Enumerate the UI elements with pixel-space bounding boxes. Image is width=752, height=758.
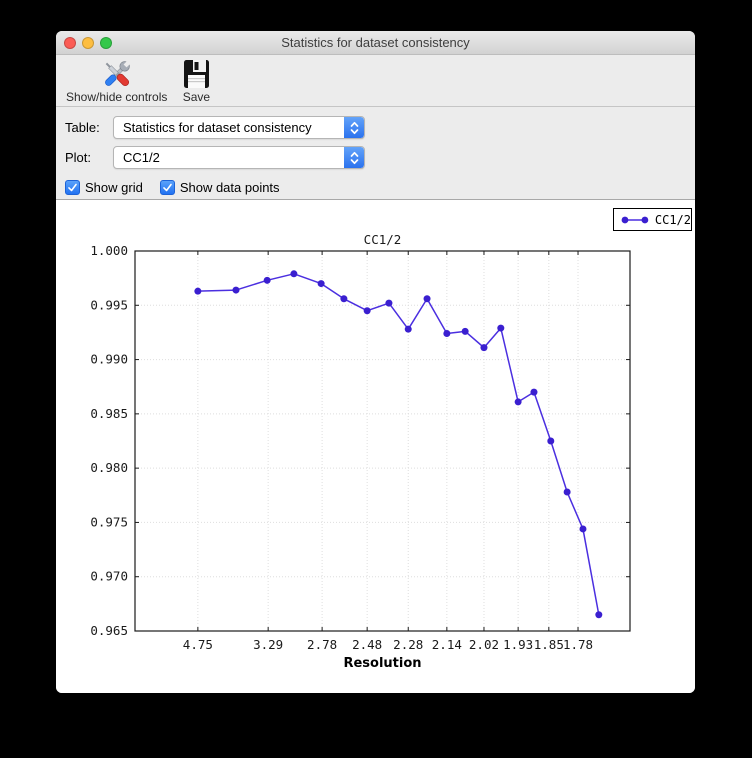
table-select[interactable]: Statistics for dataset consistency [113,116,365,139]
traffic-lights [64,37,112,49]
y-tick-label: 0.975 [90,514,128,529]
data-point [443,330,451,338]
data-point [461,327,469,335]
x-tick-label: 2.14 [432,637,462,652]
x-tick-label: 3.29 [253,637,283,652]
table-select-stepper-icon [344,117,364,138]
x-tick-label: 1.93 [503,637,533,652]
x-tick-label: 1.78 [563,637,593,652]
y-tick-label: 0.985 [90,406,128,421]
plot-label: Plot: [65,150,92,165]
controls-panel: Table: Statistics for dataset consistenc… [56,107,695,200]
minimize-button[interactable] [82,37,94,49]
show-grid-checkbox[interactable] [65,180,80,195]
data-point [290,270,298,278]
data-point [363,307,371,315]
x-axis-label: Resolution [343,656,421,671]
data-point [194,287,202,295]
data-line [197,273,600,615]
data-point [263,276,271,284]
zoom-button[interactable] [100,37,112,49]
toolbar: Show/hide controls Save [56,55,695,107]
data-point [423,295,431,303]
plot-select-stepper-icon [344,147,364,168]
y-tick-label: 0.990 [90,352,128,367]
cc-half-chart: 4.75 3.29 2.78 2.48 2.28 2.14 2.02 1.93 1.85 1.78… [90,232,631,671]
save-button[interactable]: Save [177,57,215,104]
data-point [595,611,603,619]
data-point [563,488,571,496]
legend-label: CC1/2 [654,212,691,227]
data-point [547,437,555,445]
x-tick-label: 1.85 [534,637,564,652]
y-tick-label: 0.995 [90,297,128,312]
x-tick-label: 2.02 [469,637,499,652]
data-point [404,325,412,333]
x-tick-label: 2.78 [307,637,337,652]
chart-title: CC1/2 [364,232,402,247]
table-select-value: Statistics for dataset consistency [123,120,312,135]
window-title: Statistics for dataset consistency [281,35,470,50]
x-tick-label: 4.75 [183,637,213,652]
table-label: Table: [65,120,100,135]
checkmark-icon [162,183,172,192]
plot-select-value: CC1/2 [123,150,160,165]
x-tick-label: 2.48 [352,637,382,652]
legend-marker-icon [621,216,649,223]
x-tick-label: 2.28 [393,637,423,652]
plot-border [134,250,631,632]
data-point [530,388,538,396]
show-grid-label: Show grid [85,180,143,195]
data-point [317,280,325,288]
show-data-points-label: Show data points [179,180,280,195]
y-tick-label: 0.965 [90,623,128,638]
data-point [514,398,522,406]
checkmark-icon [68,183,77,192]
y-tick-label: 0.980 [90,460,128,475]
close-button[interactable] [64,37,76,49]
data-point [232,286,240,294]
show-data-points-checkbox[interactable] [159,180,175,195]
save-icon [184,60,210,88]
data-point [480,344,488,352]
title-bar[interactable]: Statistics for dataset consistency [56,31,695,55]
data-point [385,299,393,307]
save-label: Save [182,90,211,104]
chart-legend: CC1/2 [613,208,692,231]
plot-panel: 4.75 3.29 2.78 2.48 2.28 2.14 2.02 1.93 1.85 1.78… [56,200,695,693]
data-point [497,324,505,332]
show-hide-controls-button[interactable]: Show/hide controls [64,57,169,104]
data-point [340,295,348,303]
app-window: Statistics for dataset consistency [56,31,695,693]
show-hide-controls-label: Show/hide controls [66,90,168,104]
plot-select[interactable]: CC1/2 [113,146,365,169]
y-tick-label: 0.970 [90,569,128,584]
tools-icon [104,60,131,87]
y-tick-label: 1.000 [90,243,128,258]
data-point [579,525,587,533]
